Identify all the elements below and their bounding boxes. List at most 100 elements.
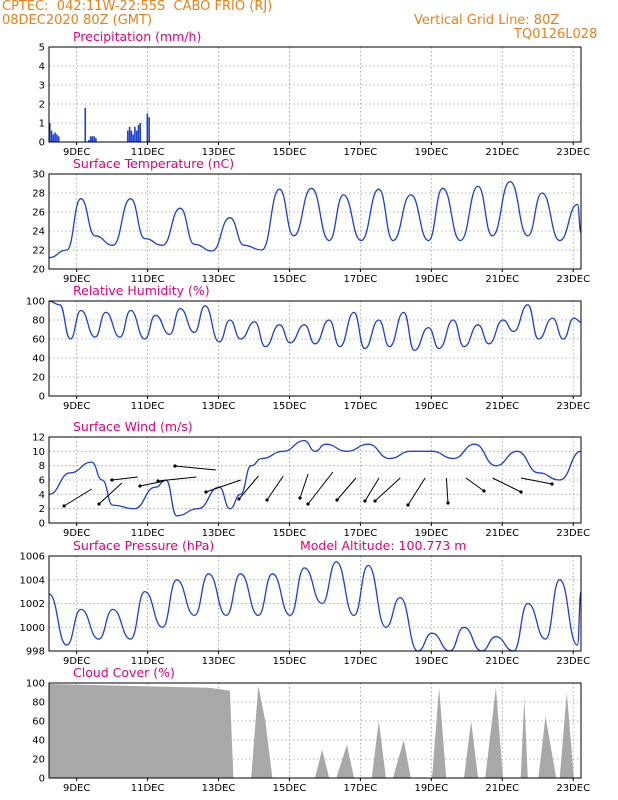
wind-arrow [307,471,334,505]
precipitation-xtick: 17DEC [344,147,378,158]
wind-arrow-head [550,482,554,486]
wind-arrow [336,477,357,501]
wind-arrow [205,479,241,493]
surface-wind-frame [48,436,582,524]
precipitation-xtick: 23DEC [556,147,590,158]
wind-arrow [174,465,216,471]
cloud-cover-ytick: 100 [26,679,45,690]
surface-wind-xtick: 19DEC [414,528,448,539]
surface-wind-ytick: 4 [39,490,45,501]
surface-wind-xtick: 13DEC [202,528,236,539]
surface-wind-xtick: 17DEC [344,528,378,539]
surface-pressure-line [48,561,582,652]
precipitation-ytick: 5 [39,43,45,54]
precipitation-bar [88,140,90,142]
surface-wind-xtick: 15DEC [273,528,307,539]
precipitation-bar [84,107,87,142]
cloud-cover-ytick: 60 [32,717,45,728]
wind-arrow [465,477,485,492]
surface-wind-title: Surface Wind (m/s) [73,419,193,434]
wind-arrow-head [204,490,208,494]
wind-arrow-head [138,484,142,488]
surface-wind-ytick: 10 [32,447,45,458]
precipitation-xtick: 15DEC [273,147,307,158]
precipitation-bar [134,126,136,142]
surface-pressure-xtick: 23DEC [556,656,590,667]
relative-humidity-xtick: 9DEC [63,401,90,412]
surface-temperature-frame [48,173,582,270]
header-code: TQ0126L028 [514,27,598,42]
relative-humidity-xtick: 15DEC [273,401,307,412]
wind-arrow-head [298,496,302,500]
wind-arrow-head [373,499,377,503]
header-date: 08DEC2020 80Z (GMT) [2,13,153,28]
surface-temperature-ytick: 20 [32,265,45,276]
surface-pressure-xtick: 13DEC [202,656,236,667]
cloud-cover-xtick: 19DEC [414,783,448,794]
precipitation-bar [93,136,95,142]
wind-arrow-head [306,502,310,506]
precipitation-bar [54,132,56,142]
wind-arrow [266,475,284,501]
cloud-cover-ytick: 80 [32,698,45,709]
relative-humidity-xtick: 19DEC [414,401,448,412]
surface-pressure-ytick: 1002 [20,599,45,610]
surface-pressure-xtick: 17DEC [344,656,378,667]
wind-arrow [63,488,92,507]
precipitation-bar [128,126,131,142]
surface-pressure-ytick: 1006 [20,552,45,563]
wind-arrow-head [97,502,101,506]
cloud-cover-xtick: 13DEC [202,783,236,794]
wind-arrow [374,477,401,502]
surface-pressure-frame [48,555,582,652]
precipitation-bar [135,130,138,142]
relative-humidity-title: Relative Humidity (%) [73,283,210,298]
wind-arrow-head [237,497,241,501]
precipitation-xtick: 19DEC [414,147,448,158]
precipitation-bar [49,123,51,142]
surface-pressure-ytick: 1000 [20,623,45,634]
surface-pressure-ytick: 1004 [20,575,45,586]
wind-arrow-head [173,464,177,468]
wind-arrow-head [156,479,160,483]
precipitation-bar [50,130,53,142]
precipitation-ytick: 2 [39,100,45,111]
relative-humidity-frame [48,300,582,397]
cloud-cover-xtick: 17DEC [344,783,378,794]
precipitation-bar [132,134,134,142]
wind-arrow [111,476,138,481]
surface-temperature-title: Surface Temperature (nC) [73,156,234,171]
precipitation-xtick: 11DEC [131,147,165,158]
wind-arrow-head [519,490,523,494]
cloud-cover-title: Cloud Cover (%) [73,665,175,680]
surface-temperature-xtick: 23DEC [556,274,590,285]
relative-humidity-ytick: 40 [32,354,45,365]
wind-arrow-head [406,503,410,507]
precipitation-xtick: 9DEC [63,147,90,158]
cloud-cover-xtick: 15DEC [273,783,307,794]
surface-temperature-xtick: 13DEC [202,274,236,285]
wind-arrow-head [446,501,450,505]
precipitation-bar [57,136,60,142]
relative-humidity-xtick: 23DEC [556,401,590,412]
cloud-cover-xtick: 21DEC [485,783,519,794]
wind-arrow [492,477,522,493]
precipitation-bar [91,136,94,142]
surface-wind-xtick: 11DEC [131,528,165,539]
wind-arrow-head [335,498,339,502]
precipitation-bar [52,134,55,142]
wind-arrow [445,477,449,504]
surface-wind-ytick: 0 [39,519,45,530]
cloud-cover-xtick: 9DEC [63,783,90,794]
surface-temperature-xtick: 15DEC [273,274,307,285]
cloud-cover-ytick: 40 [32,736,45,747]
precipitation-ytick: 3 [39,81,45,92]
header-station: CPTEC: 042:11W-22:55S CABO FRIO (RJ) [2,0,273,14]
wind-arrow [364,477,380,502]
surface-wind-xtick: 21DEC [485,528,519,539]
wind-arrow-head [265,498,269,502]
surface-temperature-ytick: 24 [32,227,45,238]
precipitation-bar [89,136,92,142]
surface-temperature-xtick: 19DEC [414,274,448,285]
